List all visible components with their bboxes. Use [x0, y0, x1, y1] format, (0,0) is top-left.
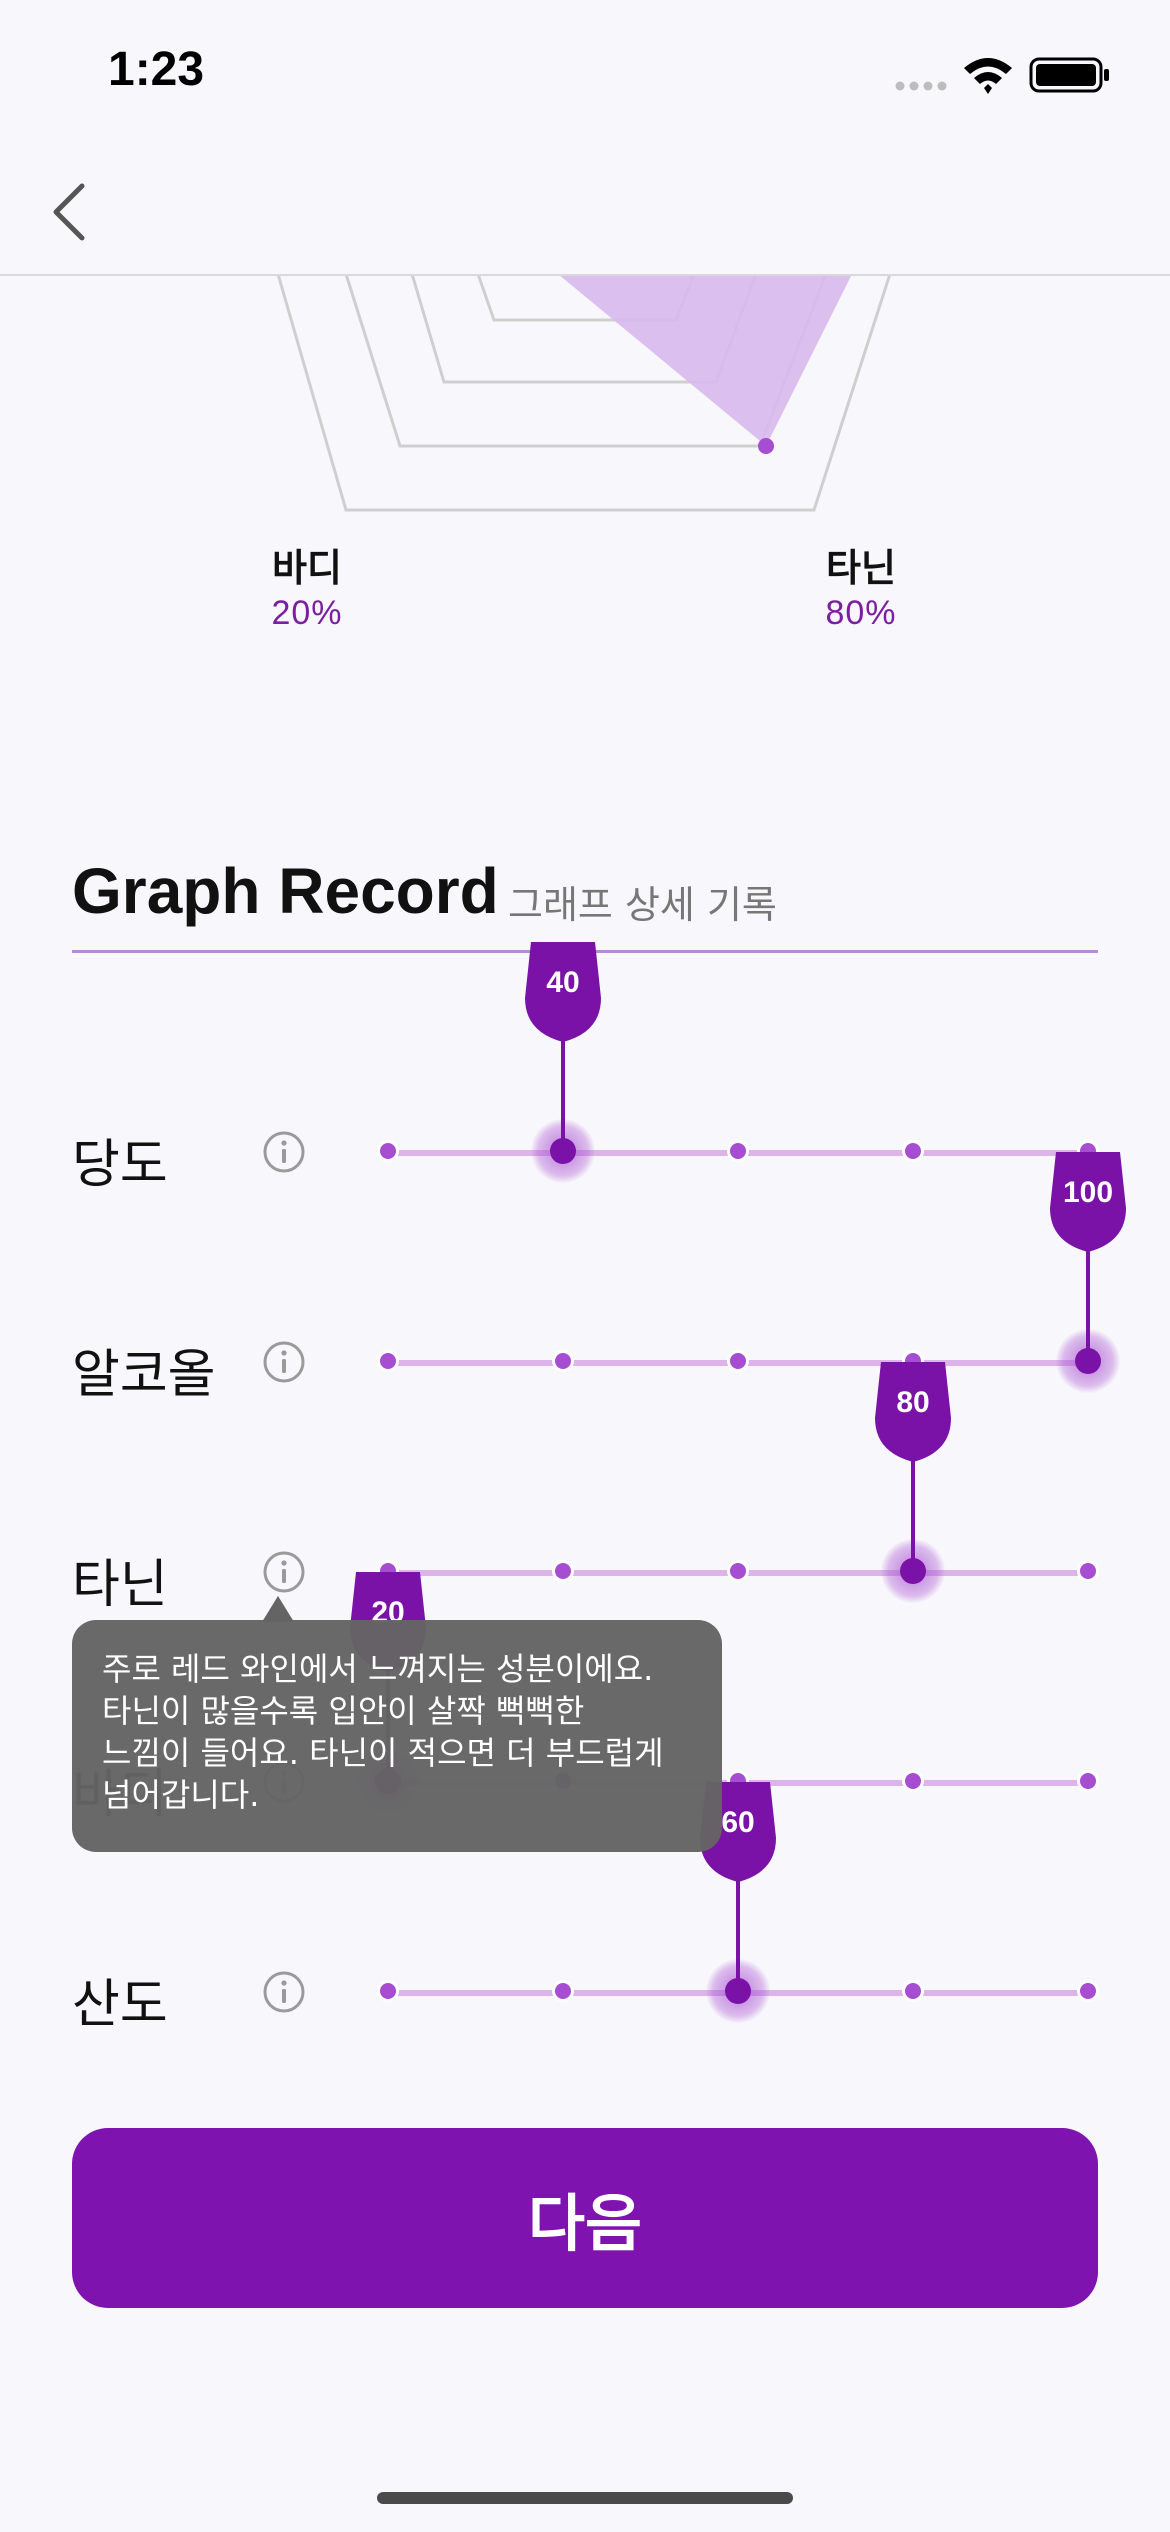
battery-icon [1029, 57, 1109, 93]
radar-label-tannin: 타닌 80% [761, 546, 961, 634]
slider-tick[interactable] [727, 1140, 749, 1162]
slider-tick[interactable] [552, 1350, 574, 1372]
wine-glass-icon [875, 1362, 951, 1568]
info-icon[interactable] [262, 1340, 306, 1384]
wifi-icon [964, 58, 1012, 94]
slider-tick[interactable] [1077, 1770, 1099, 1792]
radar-chart: 바디 20% 타닌 80% [0, 274, 1170, 674]
slider-tick[interactable] [552, 1560, 574, 1582]
slider-row: 산도 60 [0, 1782, 1170, 2052]
slider-tick[interactable] [902, 1770, 924, 1792]
slider-label: 알코올 [72, 1345, 216, 1405]
slider-row: 당도 40 [0, 942, 1170, 1212]
chevron-left-icon[interactable] [40, 172, 120, 252]
section-subtitle: 그래프 상세 기록 [508, 883, 777, 927]
home-indicator [377, 2492, 793, 2504]
wine-glass-icon [1050, 1152, 1126, 1358]
status-bar: 1:23 [0, 0, 1170, 150]
slider-tick[interactable] [902, 1980, 924, 2002]
slider-label: 타닌 [72, 1555, 168, 1615]
slider-label: 당도 [72, 1135, 168, 1195]
slider-tick[interactable] [377, 1980, 399, 2002]
slider-tick[interactable] [727, 1560, 749, 1582]
section-title: Graph Record [72, 855, 499, 927]
radar-label-name: 바디 [272, 548, 342, 590]
signal-icon [895, 81, 947, 91]
slider-tick[interactable] [552, 1980, 574, 2002]
next-button[interactable]: 다음 [72, 2128, 1098, 2308]
tooltip-arrow [262, 1596, 294, 1622]
radar-grid-ring-outer [276, 274, 892, 512]
slider-value: 40 [546, 966, 580, 999]
slider-tick[interactable] [727, 1350, 749, 1372]
tooltip-line: 넘어갑니다. [102, 1776, 260, 1814]
slider-row: 알코올 100 [0, 1152, 1170, 1422]
slider-tick[interactable] [902, 1140, 924, 1162]
slider-value: 60 [721, 1806, 755, 1839]
radar-label-body: 바디 20% [207, 546, 407, 634]
wine-glass-icon [525, 942, 601, 1148]
tooltip-text: 주로 레드 와인에서 느껴지는 성분이에요. 타닌이 많을수록 입안이 살짝 뻑… [102, 1648, 702, 1816]
info-icon[interactable] [262, 1130, 306, 1174]
tannin-info-tooltip: 주로 레드 와인에서 느껴지는 성분이에요. 타닌이 많을수록 입안이 살짝 뻑… [72, 1620, 722, 1852]
radar-graph [276, 274, 892, 512]
slider-row: 타닌 80 [0, 1362, 1170, 1632]
status-icons [895, 57, 1109, 94]
status-time: 1:23 [108, 43, 205, 96]
tooltip-line: 느낌이 들어요. 타닌이 적으면 더 부드럽게 [102, 1734, 664, 1772]
info-icon[interactable] [262, 1550, 306, 1594]
slider-value: 100 [1062, 1176, 1114, 1209]
radar-label-value: 80% [825, 594, 897, 632]
slider-tick[interactable] [1077, 1980, 1099, 2002]
slider-value: 80 [896, 1386, 930, 1419]
section-header: Graph Record 그래프 상세 기록 [72, 850, 1098, 953]
radar-data-point [758, 438, 774, 454]
slider-tick[interactable] [377, 1140, 399, 1162]
tooltip-line: 주로 레드 와인에서 느껴지는 성분이에요. [102, 1650, 654, 1688]
slider-label: 산도 [72, 1975, 168, 2035]
radar-data-area [558, 274, 852, 446]
info-icon[interactable] [262, 1970, 306, 2014]
slider-tick[interactable] [1077, 1560, 1099, 1582]
navigation-bar [0, 150, 1170, 276]
radar-label-value: 20% [271, 594, 343, 632]
radar-label-name: 타닌 [826, 548, 896, 590]
slider-tick[interactable] [377, 1350, 399, 1372]
tooltip-line: 타닌이 많을수록 입안이 살짝 뻑뻑한 [102, 1692, 585, 1730]
